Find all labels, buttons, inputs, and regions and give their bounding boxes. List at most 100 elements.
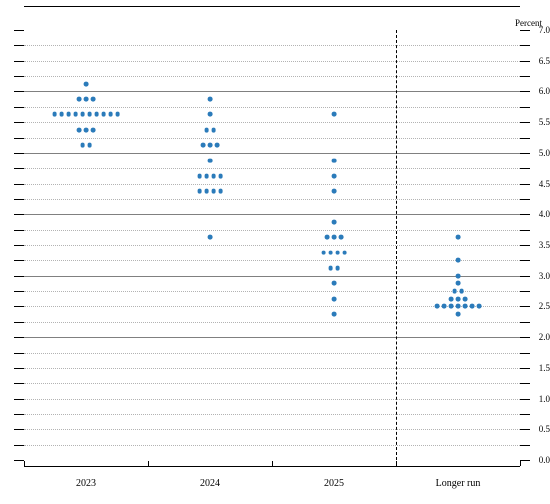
y-tick-left	[14, 399, 24, 400]
projection-dot	[332, 189, 337, 194]
y-tick-label: 5.5	[532, 117, 550, 127]
y-tick-left	[14, 153, 24, 154]
y-tick-right	[520, 260, 530, 261]
projection-dot	[197, 173, 202, 178]
projection-dot	[332, 235, 337, 240]
projection-dot	[328, 266, 333, 271]
projection-dot	[211, 173, 216, 178]
gridline-dotted	[24, 368, 520, 369]
projection-dot	[77, 127, 82, 132]
projection-dot	[218, 189, 223, 194]
y-tick-left	[14, 168, 24, 169]
y-tick-label: 1.5	[532, 363, 550, 373]
gridline-dotted	[24, 122, 520, 123]
projection-dot	[197, 189, 202, 194]
y-tick-right	[520, 445, 530, 446]
y-tick-left	[14, 414, 24, 415]
gridline-dotted	[24, 245, 520, 246]
y-tick-left	[14, 91, 24, 92]
gridline-dotted	[24, 138, 520, 139]
projection-dot	[52, 112, 57, 117]
x-tick	[396, 461, 397, 466]
gridline-dotted	[24, 445, 520, 446]
x-tick	[520, 461, 521, 466]
y-tick-right	[520, 322, 530, 323]
projection-dot	[77, 97, 82, 102]
y-tick-label: 5.0	[532, 148, 550, 158]
projection-dot	[456, 281, 461, 286]
y-tick-right	[520, 368, 530, 369]
y-tick-right	[520, 199, 530, 200]
gridline-dotted	[24, 260, 520, 261]
gridline-dotted	[24, 414, 520, 415]
x-tick	[148, 461, 149, 466]
projection-dot	[80, 143, 85, 148]
y-tick-left	[14, 353, 24, 354]
projection-dot	[204, 189, 209, 194]
vertical-separator	[396, 30, 397, 460]
projection-dot	[91, 97, 96, 102]
projection-dot	[456, 296, 461, 301]
gridline-dotted	[24, 61, 520, 62]
y-tick-right	[520, 353, 530, 354]
y-tick-left	[14, 322, 24, 323]
y-tick-left	[14, 291, 24, 292]
gridline-solid	[24, 337, 520, 338]
y-tick-left	[14, 107, 24, 108]
projection-dot	[332, 281, 337, 286]
top-rule	[24, 6, 520, 7]
projection-dot	[463, 304, 468, 309]
y-tick-right	[520, 138, 530, 139]
gridline-dotted	[24, 399, 520, 400]
projection-dot	[435, 304, 440, 309]
y-tick-right	[520, 414, 530, 415]
projection-dot	[332, 112, 337, 117]
gridline-dotted	[24, 45, 520, 46]
projection-dot	[87, 112, 92, 117]
y-tick-right	[520, 122, 530, 123]
y-tick-left	[14, 368, 24, 369]
projection-dot	[470, 304, 475, 309]
x-tick	[24, 461, 25, 466]
y-tick-right	[520, 214, 530, 215]
y-tick-right	[520, 429, 530, 430]
projection-dot	[115, 112, 120, 117]
gridline-dotted	[24, 107, 520, 108]
projection-dot	[332, 220, 337, 225]
gridline-dotted	[24, 429, 520, 430]
y-tick-right	[520, 107, 530, 108]
projection-dot	[84, 127, 89, 132]
gridline-dotted	[24, 291, 520, 292]
projection-dot	[459, 289, 464, 294]
y-tick-right	[520, 399, 530, 400]
x-tick	[272, 461, 273, 466]
x-category-label: 2024	[200, 478, 220, 489]
projection-dot	[449, 304, 454, 309]
y-tick-label: 3.5	[532, 240, 550, 250]
projection-dot	[477, 304, 482, 309]
projection-dot	[456, 273, 461, 278]
projection-dot	[73, 112, 78, 117]
y-tick-right	[520, 153, 530, 154]
projection-dot	[208, 97, 213, 102]
fomc-dot-plot: Percent0.00.51.01.52.02.53.03.54.04.55.0…	[0, 0, 550, 504]
y-tick-left	[14, 260, 24, 261]
x-category-label: 2025	[324, 478, 344, 489]
y-tick-left	[14, 214, 24, 215]
y-tick-right	[520, 306, 530, 307]
projection-dot	[332, 312, 337, 317]
y-tick-left	[14, 230, 24, 231]
y-tick-left	[14, 306, 24, 307]
projection-dot	[84, 81, 89, 86]
x-axis	[24, 466, 520, 467]
y-tick-left	[14, 76, 24, 77]
y-tick-left	[14, 429, 24, 430]
projection-dot	[204, 127, 209, 132]
projection-dot	[332, 158, 337, 163]
y-tick-left	[14, 383, 24, 384]
y-tick-label: 7.0	[532, 25, 550, 35]
projection-dot	[456, 312, 461, 317]
projection-dot	[452, 289, 457, 294]
y-tick-label: 6.5	[532, 56, 550, 66]
projection-dot	[201, 143, 206, 148]
